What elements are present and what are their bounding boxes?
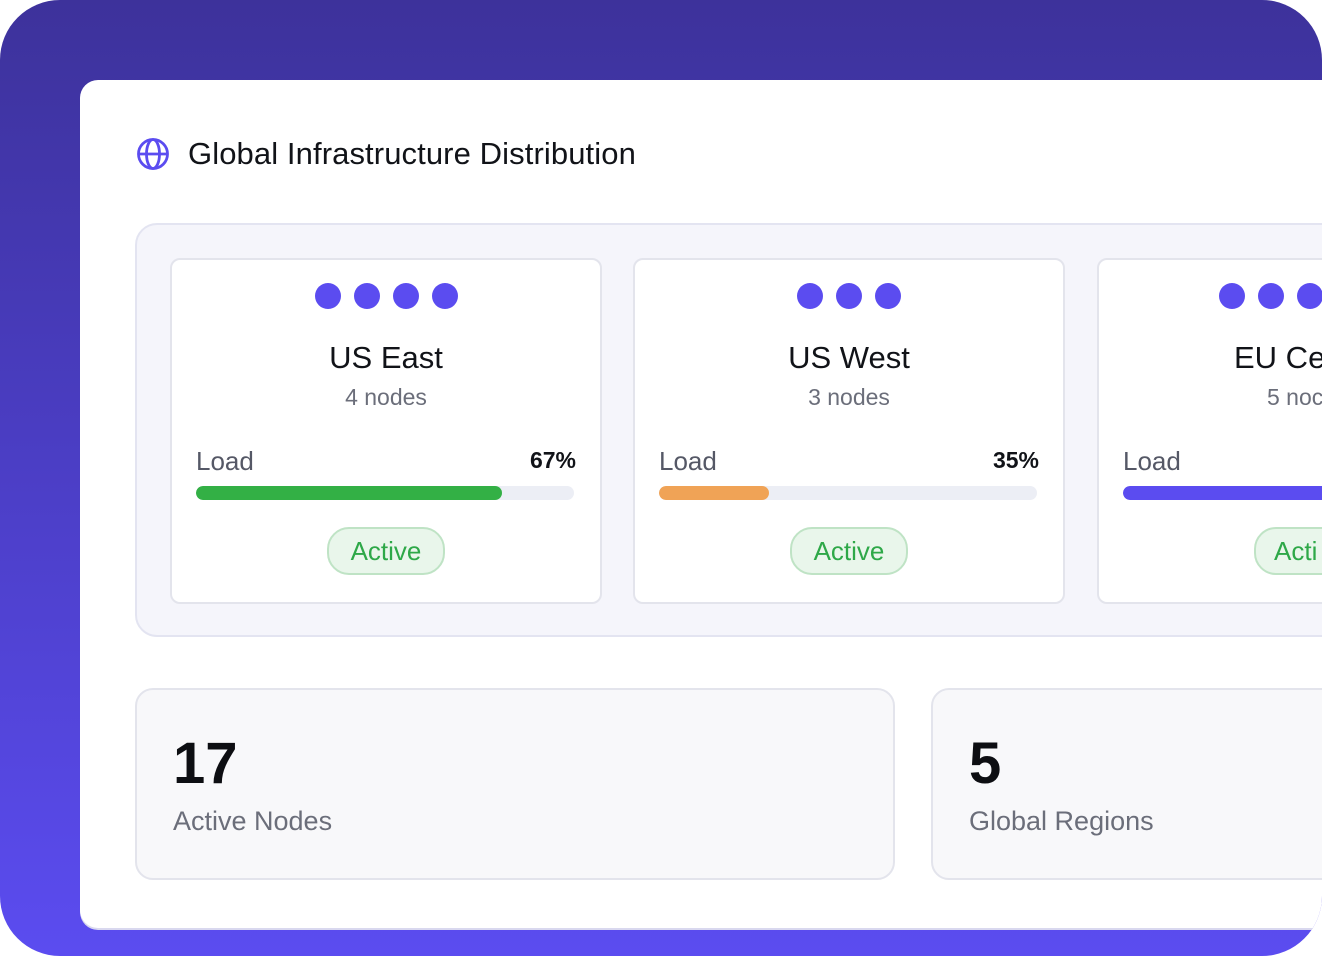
stat-card-active-nodes: 17 Active Nodes: [135, 688, 895, 880]
node-dots: [635, 283, 1063, 309]
region-card-eu-central[interactable]: EU Ce 5 noc Load Acti: [1097, 258, 1322, 604]
panel-header: Global Infrastructure Distribution: [136, 136, 636, 172]
region-card-us-east[interactable]: US East 4 nodes Load 67% Active: [170, 258, 602, 604]
region-node-count: 3 nodes: [808, 384, 890, 410]
load-bar-fill: [196, 486, 503, 500]
node-dots: [172, 283, 600, 309]
load-bar-fill: [659, 486, 769, 500]
load-bar: [196, 486, 574, 500]
region-node-count: 4 nodes: [345, 384, 427, 410]
load-percent: 35%: [992, 447, 1039, 473]
node-dot: [314, 283, 341, 309]
load-bar: [1123, 486, 1322, 500]
node-dots: [1099, 283, 1322, 309]
status-badge: Active: [327, 527, 445, 575]
node-dot: [797, 283, 823, 309]
region-name: US West: [788, 340, 910, 375]
load-bar-fill: [1123, 486, 1322, 500]
stat-value: 5: [969, 731, 1002, 796]
node-dot: [1258, 283, 1284, 309]
page-title: Global Infrastructure Distribution: [188, 136, 636, 171]
stat-label: Active Nodes: [173, 806, 333, 836]
load-label: Load: [1123, 446, 1181, 476]
node-dot: [353, 283, 380, 309]
load-percent: 67%: [529, 447, 576, 473]
globe-icon: [137, 138, 169, 170]
status-badge: Active: [790, 527, 908, 575]
node-dot: [392, 283, 419, 309]
regions-container: US East 4 nodes Load 67% Active US West …: [135, 223, 1322, 637]
node-dot: [875, 283, 901, 309]
region-name: US East: [329, 340, 443, 375]
load-label: Load: [659, 446, 717, 476]
node-dot: [1219, 283, 1245, 309]
region-name: EU Ce: [1234, 340, 1322, 375]
node-dot: [836, 283, 862, 309]
stat-label: Global Regions: [969, 806, 1154, 836]
load-bar: [659, 486, 1037, 500]
load-label: Load: [196, 446, 254, 476]
node-dot: [431, 283, 458, 309]
region-card-us-west[interactable]: US West 3 nodes Load 35% Active: [633, 258, 1065, 604]
region-node-count: 5 noc: [1267, 384, 1322, 410]
status-badge: Acti: [1254, 527, 1322, 575]
node-dot: [1297, 283, 1322, 309]
stat-card-global-regions: 5 Global Regions: [931, 688, 1322, 880]
infrastructure-panel: Global Infrastructure Distribution US Ea…: [80, 80, 1322, 928]
stat-value: 17: [173, 731, 238, 796]
